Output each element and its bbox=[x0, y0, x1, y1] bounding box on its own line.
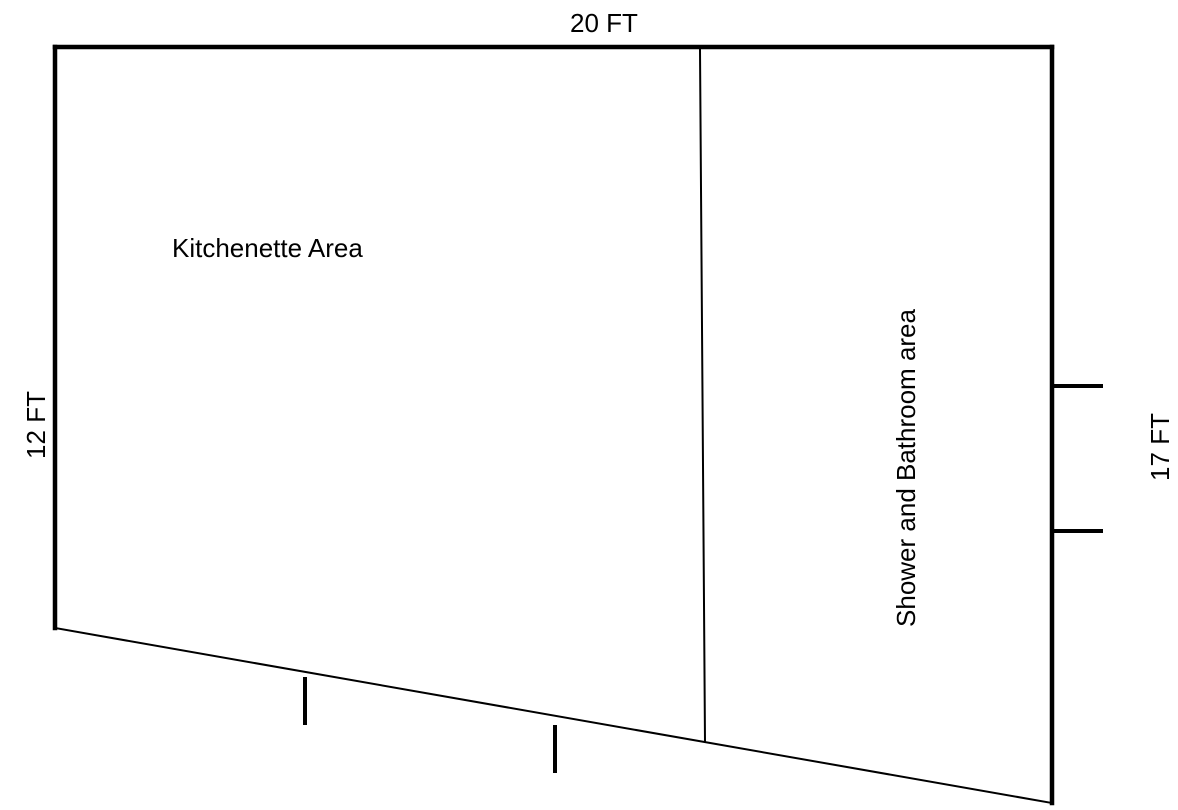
left-dimension-label: 12 FT bbox=[21, 391, 51, 459]
bottom-slanted-wall bbox=[53, 626, 1054, 805]
bathroom-room-label: Shower and Bathroom area bbox=[891, 308, 921, 627]
kitchenette-room-label: Kitchenette Area bbox=[172, 233, 363, 263]
partition-wall bbox=[698, 48, 707, 744]
right-dimension-label: 17 FT bbox=[1145, 413, 1175, 481]
top-dimension-label: 20 FT bbox=[570, 8, 638, 38]
